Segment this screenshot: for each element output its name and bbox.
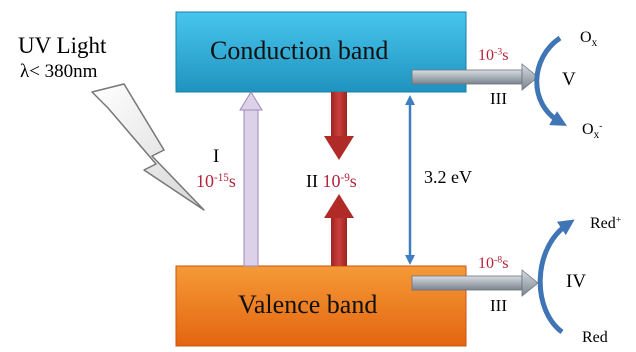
oxidant-label: Ox xyxy=(580,29,598,50)
oxidation-curve-arrow xyxy=(534,35,567,126)
step-v-label: V xyxy=(562,69,576,90)
step-iii-bottom-time: 10-8s xyxy=(478,254,509,272)
step-iii-top-time: 10-3s xyxy=(478,46,509,64)
reduced-oxidant-label: Ox- xyxy=(582,120,603,142)
band-gap-label: 3.2 eV xyxy=(424,167,472,187)
reductant-label: Red xyxy=(582,329,608,346)
wavelength-label: λ< 380nm xyxy=(20,61,98,82)
step-iii-top-label: III xyxy=(490,89,507,108)
uv-light-label: UV Light xyxy=(18,33,107,58)
hole-transfer-arrow xyxy=(411,269,539,297)
excitation-arrow xyxy=(239,91,263,267)
recombination-arrow-down xyxy=(324,92,354,160)
step-ii-time: II 10-9s xyxy=(306,171,357,191)
conduction-band-label: Conduction band xyxy=(210,36,389,65)
oxidized-reductant-label: Red+ xyxy=(590,214,622,232)
step-i-label: I xyxy=(213,146,220,167)
step-iii-bottom-label: III xyxy=(490,296,507,315)
reduction-curve-arrow xyxy=(537,219,575,335)
step-i-time: 10-15s xyxy=(196,171,236,191)
recombination-arrow-up xyxy=(324,194,354,266)
electron-transfer-arrow xyxy=(411,63,539,91)
valence-band-label: Valence band xyxy=(238,290,378,319)
step-iv-label: IV xyxy=(566,271,587,292)
lightning-bolt-icon xyxy=(91,83,205,211)
